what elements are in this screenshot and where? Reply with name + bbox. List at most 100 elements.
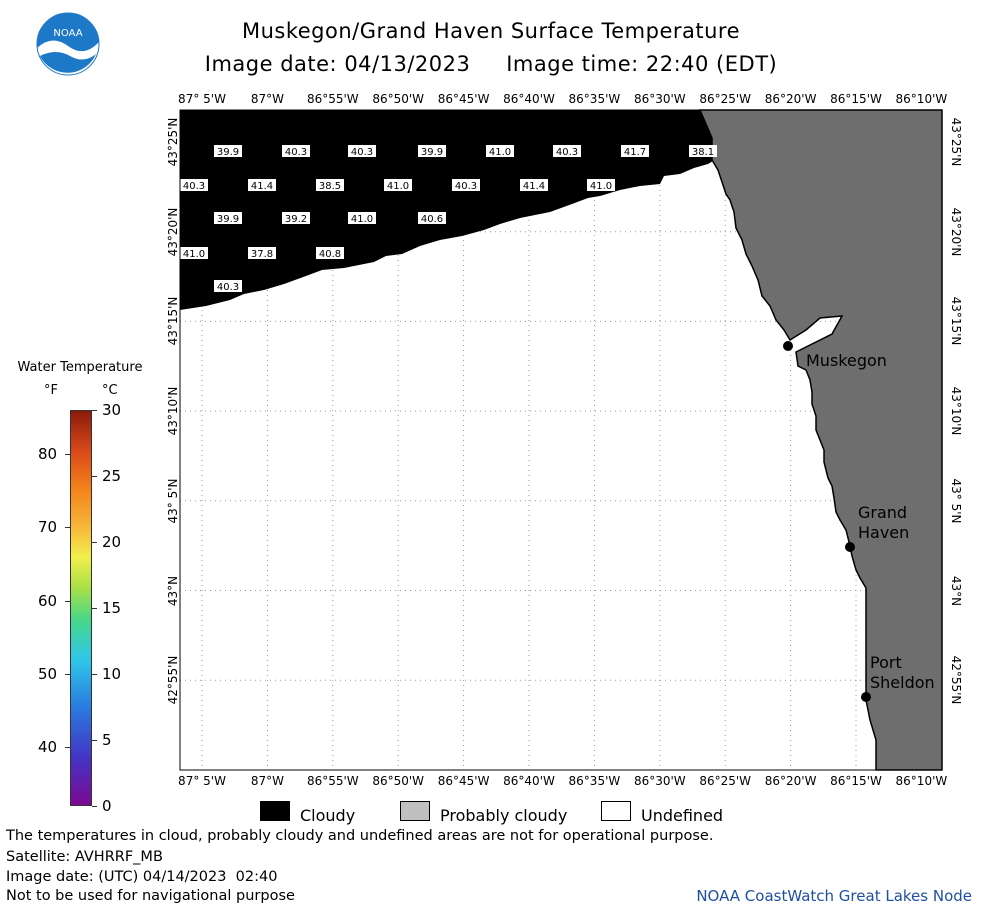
lon-label-top: 86°55'W [306,92,359,106]
cloudy-label: Cloudy [300,806,356,825]
lon-label-bottom: 86°15'W [830,774,882,788]
temp-reading: 40.3 [285,147,307,158]
lon-label-bottom: 86°45'W [437,774,490,788]
temp-reading: 40.8 [319,249,341,260]
temp-reading: 41.7 [624,147,646,158]
lon-label-top: 86°50'W [372,92,425,106]
color-bar-tick-mark [65,527,70,529]
city-markers [783,341,871,702]
color-bar-tick-f: 40 [38,738,58,757]
color-bar-tick-c: 0 [102,797,112,815]
temp-label-bg [316,179,344,191]
color-bar [70,410,92,806]
utc-image-date: Image date: (UTC) 04/14/2023 02:40 [6,869,278,885]
temp-label-bg [248,179,276,191]
temp-reading: 40.3 [351,147,373,158]
undefined-swatch [601,801,631,821]
lon-label-top: 86°45'W [437,92,490,106]
legend-unit-f: °F [44,383,58,398]
color-bar-tick-f: 80 [38,445,58,463]
temp-reading: 38.5 [319,181,341,192]
color-bar-tick-mark [92,806,97,807]
temp-label-bg [248,247,276,259]
temp-label-bg [282,145,310,157]
color-bar-tick-f: 50 [38,665,58,683]
lon-label-top: 87° 5'W [178,92,226,106]
color-bar-tick-mark [92,476,97,477]
color-bar-tick-mark [65,454,70,455]
temp-reading: 40.6 [421,214,443,225]
city-label-port-sheldon: Port Sheldon [870,653,935,692]
color-bar-tick-c: 30 [102,401,122,419]
color-bar-tick-c: 15 [102,599,122,617]
temp-label-bg [418,145,446,157]
temp-reading: 39.9 [217,147,239,158]
color-bar-tick-c: 10 [102,665,122,683]
temp-reading: 41.0 [489,147,511,158]
lon-label-bottom: 86°10'W [895,774,948,788]
lon-label-top: 87°W [250,92,284,106]
lon-label-bottom: 87° 5'W [178,774,226,788]
lon-label-bottom: 86°55'W [306,774,359,788]
temp-label-bg [180,247,208,259]
noaa-logo: NOAA [36,12,100,79]
lon-label-top: 86°15'W [830,92,882,106]
lon-label-top: 86°25'W [699,92,752,106]
temp-label-bg [553,145,581,157]
temp-label-bg [384,179,412,191]
muskegon-marker [783,341,793,351]
lon-label-bottom: 86°30'W [633,774,686,788]
color-bar-tick-c: 20 [102,533,122,551]
temp-label-bg [348,145,376,157]
lon-label-top: 86°30'W [633,92,686,106]
lon-label-bottom: 86°40'W [503,774,555,788]
lon-label-bottom: 86°25'W [699,774,752,788]
lon-label-top: 86°10'W [895,92,948,106]
lon-label-top: 86°40'W [503,92,555,106]
cloud-region [180,110,718,310]
temp-label-bg [214,212,242,224]
temp-label-bg [587,179,615,191]
temp-label-bg [348,212,376,224]
temp-label-bg [214,280,242,292]
grand-haven-marker [845,542,855,552]
lon-label-bottom: 87°W [250,774,284,788]
disclaimer-navigation: Not to be used for navigational purpose [6,888,295,904]
lon-label-bottom: 86°20'W [764,774,817,788]
color-bar-tick-mark [92,542,97,543]
logo-text: NOAA [53,28,82,39]
credit-link[interactable]: NOAA CoastWatch Great Lakes Node [696,887,972,905]
legend-unit-c: °C [102,383,118,398]
temp-reading: 40.3 [183,181,205,192]
temp-reading: 37.8 [251,249,273,260]
city-label-muskegon: Muskegon [806,351,887,370]
color-bar-tick-f: 60 [38,591,58,610]
color-bar-tick-mark [65,674,70,675]
temp-label-bg [689,145,717,157]
temp-reading: 41.0 [183,249,205,260]
temp-reading: 41.4 [523,181,545,192]
temp-reading: 38.1 [692,147,714,158]
temp-reading: 41.0 [351,214,373,225]
temp-label-bg [180,179,208,191]
lon-label-bottom: 86°35'W [568,774,621,788]
color-bar-tick-mark [92,740,97,741]
disclaimer-operational: The temperatures in cloud, probably clou… [6,828,714,844]
lon-label-top: 86°20'W [764,92,817,106]
temp-reading: 40.3 [556,147,578,158]
temperature-readings: 39.9 40.3 40.3 39.9 41.0 40.3 41.7 38.1 40.3 41.4… [180,145,717,293]
temp-reading: 39.2 [285,214,307,225]
temp-reading: 41.0 [387,181,409,192]
image-datetime: Image date: 04/13/2023 Image time: 22:40… [204,52,778,76]
map-border [179,109,943,771]
color-bar-tick-mark [65,747,70,749]
undefined-label: Undefined [641,806,724,825]
page-title: Muskegon/Grand Haven Surface Temperature [241,19,741,43]
temp-reading: 39.9 [217,214,239,225]
temp-reading: 40.3 [455,181,477,192]
color-bar-tick-mark [92,410,97,411]
probably-cloudy-label: Probably cloudy [440,806,568,825]
legend-title: Water Temperature [17,360,143,375]
temp-label-bg [452,179,480,191]
